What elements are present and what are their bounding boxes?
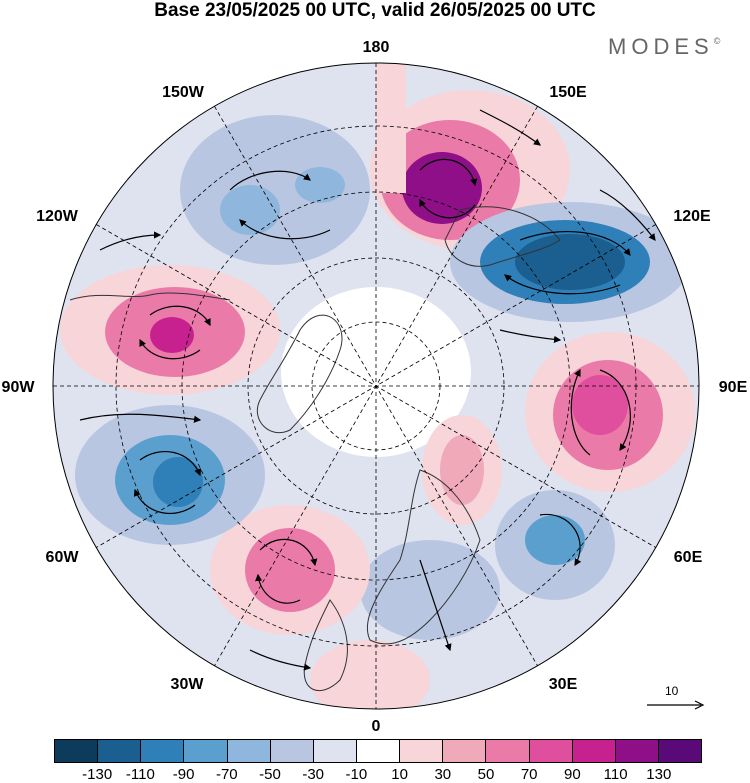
colorbar-ticks: -130 -110 -90 -70 -50 -30 -10 10 30 50 70 90 110 130: [54, 766, 702, 783]
colorbar-swatch: [141, 740, 185, 762]
colorbar-tick-label: -110: [125, 766, 155, 783]
anomaly-neg-150w: [180, 115, 370, 265]
colorbar-tick-label: -10: [345, 766, 368, 783]
lon-label-30e: 30E: [549, 676, 578, 693]
lon-label-90w: 90W: [2, 379, 36, 396]
lon-label-150w: 150W: [162, 84, 205, 101]
colorbar-tick-label: 70: [520, 766, 538, 783]
colorbar-tick-label: 110: [603, 766, 628, 783]
reference-vector: 10: [645, 684, 705, 714]
colorbar-tick-label: 30: [434, 766, 452, 783]
colorbar-tick-label: -30: [302, 766, 325, 783]
colorbar-tick-label: -70: [215, 766, 238, 783]
reference-vector-label: 10: [665, 684, 679, 698]
lon-label-60e: 60E: [674, 549, 703, 566]
lon-label-120e: 120E: [673, 208, 711, 225]
lon-label-30w: 30W: [171, 676, 205, 693]
colorbar-tick-label: -130: [82, 766, 113, 783]
polar-map: 180 150E 120E 90E 60E 30E 0 30W 60W 90W …: [2, 39, 748, 735]
wind-vectors: [79, 109, 656, 671]
colorbar-tick-label: -50: [259, 766, 281, 783]
colorbar-tick-label: 130: [646, 766, 672, 783]
colorbar-tick-label: -90: [172, 766, 195, 783]
graticule: [53, 63, 699, 709]
colorbar: [54, 739, 702, 763]
colorbar-swatch: [313, 740, 357, 762]
colorbar-swatch: [615, 740, 659, 762]
colorbar-tick-label: 90: [564, 766, 581, 783]
reference-arrow-icon: [647, 700, 705, 710]
lon-label-180: 180: [363, 39, 390, 56]
brand-text: MODES: [608, 34, 714, 59]
modes-logo: MODES©: [608, 34, 720, 60]
colorbar-tick-label: 10: [391, 766, 408, 783]
lon-label-0: 0: [372, 718, 381, 735]
colorbar-swatch: [55, 740, 99, 762]
colorbar-swatch: [658, 740, 702, 762]
colorbar-swatch: [443, 740, 487, 762]
colorbar-swatch: [184, 740, 228, 762]
map-title: Base 23/05/2025 00 UTC, valid 26/05/2025…: [154, 0, 596, 21]
lon-label-120w: 120W: [36, 208, 79, 225]
colorbar-swatch: [486, 740, 530, 762]
colorbar-tick-label: 50: [477, 766, 495, 783]
copyright-mark: ©: [713, 36, 721, 46]
colorbar-swatch: [98, 740, 142, 762]
colorbar-swatch: [400, 740, 444, 762]
lon-label-60w: 60W: [46, 549, 80, 566]
colorbar-swatch: [227, 740, 271, 762]
lon-label-150e: 150E: [549, 84, 587, 101]
map-boundary: [52, 62, 700, 710]
lon-label-90e: 90E: [719, 379, 748, 396]
coastlines: [69, 206, 561, 692]
colorbar-swatch: [529, 740, 573, 762]
colorbar-swatch: [270, 740, 314, 762]
colorbar-swatch: [356, 740, 401, 762]
colorbar-swatch: [572, 740, 616, 762]
